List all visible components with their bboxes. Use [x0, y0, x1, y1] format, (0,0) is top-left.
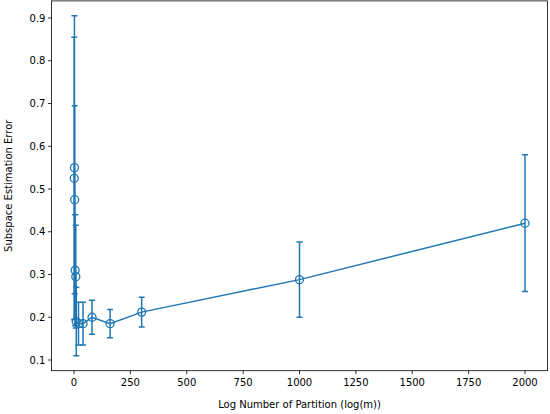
chart: 0 250 500 750 1000 1250 1500 1750 2000 0.1 0.2 0.3 0… [0, 0, 550, 414]
x-tick [74, 371, 75, 375]
series-line [74, 168, 525, 324]
error-cap [522, 291, 528, 293]
y-tick-label: 0.5 [30, 184, 46, 195]
error-cap [73, 225, 79, 227]
plot-area [70, 16, 529, 356]
x-tick-label: 1500 [400, 377, 425, 388]
x-axis-label: Log Number of Partition (log(m)) [218, 399, 381, 410]
y-tick-label: 0.2 [30, 312, 46, 323]
y-tick [48, 189, 52, 190]
y-tick [48, 18, 52, 19]
error-cap [89, 299, 95, 301]
y-tick [48, 103, 52, 104]
marker [70, 164, 78, 172]
error-cap [107, 337, 113, 339]
y-tick-label: 0.8 [30, 55, 46, 66]
x-tick-label: 750 [234, 377, 253, 388]
x-tick [412, 371, 413, 375]
marker [70, 174, 78, 182]
y-tick-label: 0.3 [30, 269, 46, 280]
x-tick-label: 1000 [287, 377, 312, 388]
y-tick-label: 0.7 [30, 98, 46, 109]
marker [138, 308, 146, 316]
error-cap [522, 154, 528, 156]
marker [296, 276, 304, 284]
plot-frame [51, 1, 547, 371]
error-cap [71, 15, 77, 17]
marker [521, 219, 529, 227]
error-cap [80, 302, 86, 304]
error-cap [89, 334, 95, 336]
x-tick [299, 371, 300, 375]
y-tick-label: 0.6 [30, 141, 46, 152]
error-cap [107, 309, 113, 311]
y-tick-label: 0.9 [30, 13, 46, 24]
y-tick-label: 0.1 [30, 355, 46, 366]
x-tick-label: 1750 [456, 377, 481, 388]
error-cap [139, 326, 145, 328]
x-tick-label: 500 [177, 377, 196, 388]
error-cap [297, 241, 303, 243]
y-tick [48, 231, 52, 232]
x-tick [243, 371, 244, 375]
x-tick-label: 250 [121, 377, 140, 388]
y-tick [48, 360, 52, 361]
x-tick [525, 371, 526, 375]
error-cap [73, 355, 79, 357]
error-cap [139, 296, 145, 298]
x-tick [186, 371, 187, 375]
error-cap [297, 317, 303, 319]
marker [79, 320, 87, 328]
y-tick [48, 317, 52, 318]
marker [106, 320, 114, 328]
x-tick-label: 1250 [343, 377, 368, 388]
marker [71, 196, 79, 204]
error-cap [72, 105, 78, 107]
error-cap [80, 344, 86, 346]
y-tick [48, 146, 52, 147]
y-tick [48, 60, 52, 61]
marker [72, 273, 80, 281]
x-tick-label: 0 [71, 377, 77, 388]
x-tick [130, 371, 131, 375]
x-tick [355, 371, 356, 375]
x-tick-label: 2000 [512, 377, 537, 388]
marker [88, 313, 96, 321]
x-tick [468, 371, 469, 375]
y-tick [48, 274, 52, 275]
y-axis-label: Subspace Estimation Error [3, 119, 14, 252]
y-tick-label: 0.4 [30, 226, 46, 237]
